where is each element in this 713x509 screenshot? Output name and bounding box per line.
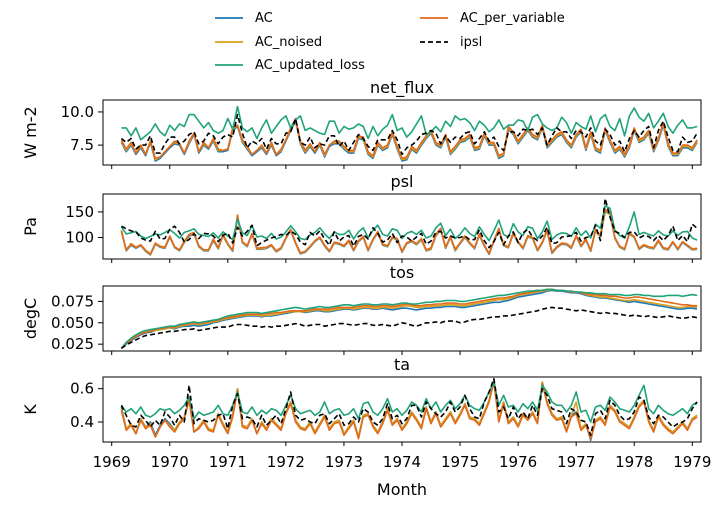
series-line-ta-ac-updated-loss [120, 381, 698, 423]
y-tick-label: 0.050 [51, 314, 94, 332]
series-line-net-flux-ac-per-variable [120, 117, 698, 160]
y-axis-label-ta: K [21, 404, 40, 415]
legend: AC AC_per_variable AC_noised ipsl AC_updated… [215, 11, 565, 73]
panel-net-flux: net_flux 7.5 10.0 W m-2 [21, 78, 702, 169]
panel-title-psl: psl [391, 172, 414, 191]
x-tick-label: 1969 [93, 453, 131, 471]
y-axis-label-tos: degC [21, 298, 40, 339]
y-axis-label-net-flux: W m-2 [21, 106, 40, 158]
panels: net_flux 7.5 10.0 W m-2 psl 100 150 Pa tos 0.025 0… [21, 78, 702, 446]
x-tick-label: 1977 [557, 453, 595, 471]
y-tick-label: 10.0 [61, 103, 94, 121]
x-tick-label: 1975 [441, 453, 479, 471]
shared-x-axis: 1969 1970 1971 1972 1973 1974 1975 1976 1977 1978… [93, 453, 712, 471]
legend-label-ac: AC [255, 11, 273, 26]
series-line-tos-ac-updated-loss [120, 288, 698, 349]
y-tick-label: 0.075 [51, 292, 94, 310]
y-tick-label: 100 [65, 229, 94, 247]
panel-title-ta: ta [394, 355, 410, 374]
legend-entry-ac-updated-loss: AC_updated_loss [215, 58, 365, 73]
y-tick-label: 0.6 [70, 380, 94, 398]
series-line-ta-ipsl [120, 377, 698, 437]
panel-ta: ta 0.4 0.6 K [21, 355, 702, 446]
x-tick-label: 1978 [615, 453, 653, 471]
series-group [120, 377, 698, 442]
legend-entry-ipsl: ipsl [420, 35, 482, 50]
legend-label-ipsl: ipsl [460, 35, 482, 50]
series-group [120, 288, 698, 350]
x-tick-label: 1972 [267, 453, 305, 471]
panel-title-net-flux: net_flux [370, 78, 434, 98]
axes-frame [102, 99, 702, 166]
y-tick-label: 150 [65, 203, 94, 221]
series-line-net-flux-ac-updated-loss [121, 105, 698, 141]
panel-psl: psl 100 150 Pa [21, 172, 702, 263]
series-line-net-flux-ipsl [120, 113, 698, 156]
legend-label-ac-per-variable: AC_per_variable [460, 11, 565, 26]
legend-entry-ac-per-variable: AC_per_variable [420, 11, 565, 26]
series-line-psl-ac-updated-loss [120, 205, 698, 242]
series-line-psl-ac-per-variable [120, 208, 698, 255]
x-axis-label: Month [377, 480, 427, 499]
panel-title-tos: tos [390, 263, 414, 282]
x-tick-label: 1971 [209, 453, 247, 471]
y-tick-label: 0.025 [51, 335, 94, 353]
legend-label-ac-noised: AC_noised [255, 35, 322, 50]
x-tick-label: 1973 [325, 453, 363, 471]
series-line-ta-ac-per-variable [120, 381, 698, 440]
series-line-tos-ac-per-variable [120, 288, 698, 349]
series-line-psl-ipsl [121, 197, 698, 249]
panel-tos: tos 0.025 0.050 0.075 degC [21, 263, 702, 355]
legend-entry-ac-noised: AC_noised [215, 35, 322, 50]
series-line-tos-ac [120, 289, 698, 350]
legend-entry-ac: AC [215, 11, 273, 26]
x-tick-label: 1979 [673, 453, 711, 471]
series-group [120, 197, 698, 256]
y-axis-label-psl: Pa [21, 217, 40, 236]
legend-label-ac-updated-loss: AC_updated_loss [255, 58, 365, 73]
series-line-tos-ipsl [120, 306, 698, 350]
series-line-tos-ac-noised [120, 288, 698, 349]
x-tick-label: 1970 [151, 453, 189, 471]
y-tick-label: 7.5 [70, 136, 94, 154]
y-tick-label: 0.4 [70, 413, 94, 431]
series-group [120, 105, 698, 162]
x-tick-label: 1976 [499, 453, 537, 471]
x-tick-label: 1974 [383, 453, 421, 471]
